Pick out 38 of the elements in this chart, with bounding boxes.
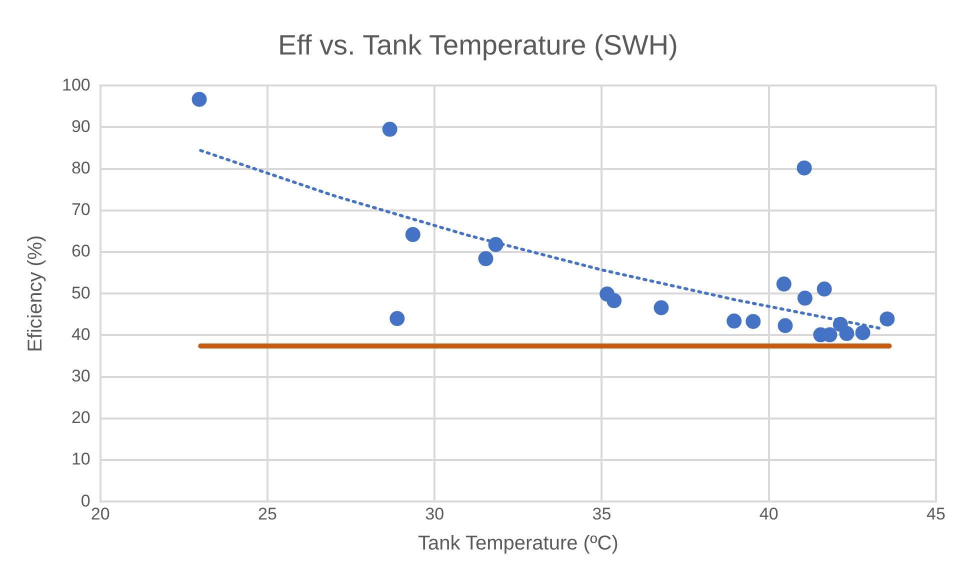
point	[606, 293, 622, 308]
y-tick-label: 80	[71, 158, 90, 178]
y-tick-label: 50	[71, 283, 90, 302]
point	[478, 251, 494, 266]
y-tick-label: 0	[80, 491, 90, 510]
point	[797, 290, 812, 306]
point	[880, 311, 895, 326]
y-tick-label: 100	[62, 75, 90, 94]
point	[746, 314, 761, 329]
y-tick-label: 20	[71, 408, 90, 428]
point	[778, 318, 793, 334]
y-tick-label: 30	[71, 366, 90, 386]
y-tick-label: 60	[71, 242, 90, 261]
x-tick-label: 45	[926, 504, 946, 524]
x-tick-label: 20	[90, 504, 110, 524]
point	[776, 276, 792, 292]
y-tick-label: 90	[71, 116, 90, 136]
point	[654, 300, 669, 316]
point	[192, 92, 207, 107]
x-axis-title: Tank Temperature (ºC)	[418, 532, 618, 555]
point	[816, 282, 832, 297]
chart-title: Eff vs. Tank Temperature (SWH)	[278, 30, 678, 61]
y-tick-label: 40	[71, 324, 90, 344]
point	[488, 237, 504, 252]
point	[796, 160, 812, 176]
point	[855, 325, 870, 340]
point	[726, 314, 742, 329]
point	[390, 311, 405, 326]
point	[839, 326, 854, 342]
point	[382, 122, 398, 137]
point	[405, 227, 420, 242]
x-tick-label: 40	[759, 504, 778, 524]
x-tick-label: 30	[425, 504, 444, 524]
y-axis-title: Eficiency (%)	[24, 235, 47, 352]
y-tick-label: 10	[71, 450, 90, 469]
y-tick-label: 70	[71, 200, 90, 220]
x-tick-label: 25	[258, 504, 277, 524]
x-tick-label: 35	[592, 504, 612, 524]
